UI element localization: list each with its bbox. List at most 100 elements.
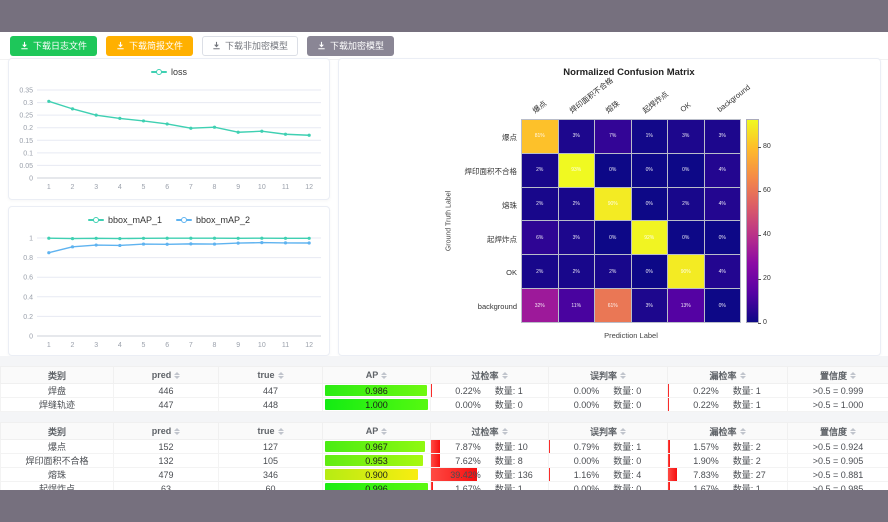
column-header-置信度[interactable]: 置信度: [787, 422, 888, 440]
legend-item-bbox_mAP_1[interactable]: bbox_mAP_1: [87, 215, 162, 225]
svg-text:7: 7: [189, 342, 193, 349]
overdetect-rate-value: 0.22% 数量: 1: [455, 385, 523, 397]
svg-text:0.8: 0.8: [23, 255, 33, 262]
cm-cell-5-0: 32%: [522, 289, 558, 322]
sort-caret-icon[interactable]: [381, 371, 388, 379]
cm-cell-1-0: 2%: [522, 153, 558, 187]
sort-caret-icon[interactable]: [277, 371, 284, 379]
sort-caret-icon[interactable]: [501, 427, 508, 435]
ap-cell: 0.967: [322, 439, 431, 454]
download-button-1[interactable]: 下载日志文件: [10, 35, 98, 56]
sort-caret-icon[interactable]: [174, 371, 181, 379]
table-row: 爆点 152 127 0.967 7.87% 数量: 10 0.79% 数量: 1 1.57% 数…: [0, 439, 888, 454]
ap-bar-track: 0.996: [325, 483, 428, 494]
table-row: 焊印面积不合格 132 105 0.953 7.62% 数量: 8 0.00% 数量: 0 1.…: [0, 453, 888, 468]
misjudge-rate-value: 0.00%数量: 0: [573, 399, 642, 411]
ap-value: 1.000: [365, 399, 388, 410]
pred-cell: 479: [113, 467, 219, 482]
column-header-pred[interactable]: pred: [113, 422, 219, 440]
column-header-类别: 类别: [0, 366, 114, 384]
miss-rate-bar: [668, 440, 670, 453]
sort-caret-icon[interactable]: [620, 371, 626, 379]
confidence-cell: >0.5 = 0.905: [787, 453, 888, 468]
svg-text:4: 4: [118, 184, 122, 191]
ap-value: 0.953: [365, 455, 388, 466]
column-header-置信度[interactable]: 置信度: [787, 366, 888, 384]
column-header-误判率[interactable]: 误判率: [548, 366, 668, 384]
misjudge-rate-cell: 0.00%数量: 0: [548, 383, 668, 398]
ap-value: 0.996: [365, 483, 388, 494]
cm-cell-0-5: 3%: [704, 120, 740, 153]
svg-text:0.1: 0.1: [23, 150, 33, 157]
column-header-pred[interactable]: pred: [113, 366, 219, 384]
column-header-true[interactable]: true: [218, 366, 323, 384]
pred-cell: 447: [113, 397, 219, 412]
svg-text:2: 2: [71, 184, 75, 191]
miss-rate-value: 7.83% 数量: 27: [693, 469, 766, 481]
cm-col-label: 爆点: [530, 98, 549, 116]
download-button-2[interactable]: 下载简报文件: [106, 35, 194, 56]
column-header-过检率[interactable]: 过检率: [430, 366, 549, 384]
download-button-4[interactable]: 下载加密模型: [307, 35, 395, 56]
cm-cell-3-3: 92%: [631, 221, 667, 255]
column-header-漏检率[interactable]: 漏检率: [667, 366, 788, 384]
legend-item-bbox_mAP_2[interactable]: bbox_mAP_2: [176, 215, 250, 225]
cm-cell-0-2: 7%: [595, 120, 631, 153]
column-header-AP[interactable]: AP: [322, 366, 431, 384]
overdetect-rate-bar: [431, 468, 478, 481]
sort-caret-icon[interactable]: [739, 371, 746, 379]
column-header-过检率[interactable]: 过检率: [430, 422, 549, 440]
cm-cell-2-1: 2%: [558, 187, 594, 221]
sort-caret-icon[interactable]: [850, 371, 856, 379]
pred-cell: 446: [113, 383, 219, 398]
column-header-true[interactable]: true: [218, 422, 323, 440]
sort-caret-icon[interactable]: [850, 427, 856, 435]
legend-item-loss[interactable]: loss: [150, 67, 187, 77]
misjudge-rate-value: 0.00%数量: 0: [573, 483, 642, 495]
map-chart-legend: bbox_mAP_1 bbox_mAP_2: [9, 207, 329, 230]
sort-caret-icon[interactable]: [381, 427, 388, 435]
download-toolbar: 下载日志文件 下载简报文件 下载非加密模型 下载加密模型: [0, 32, 888, 60]
svg-text:11: 11: [282, 184, 289, 191]
colorbar-tick: 20: [758, 274, 771, 282]
svg-text:6: 6: [165, 184, 169, 191]
column-header-误判率[interactable]: 误判率: [548, 422, 668, 440]
misjudge-rate-value: 0.00%数量: 0: [573, 455, 642, 467]
colorbar-tick: 80: [758, 143, 771, 151]
ap-value: 0.900: [365, 469, 388, 480]
sort-caret-icon[interactable]: [739, 427, 746, 435]
miss-rate-bar: [668, 482, 670, 495]
column-label: true: [257, 426, 275, 436]
sort-caret-icon[interactable]: [620, 427, 626, 435]
ap-cell: 1.000: [322, 397, 431, 412]
cm-cell-5-2: 61%: [595, 289, 631, 322]
cm-cell-3-1: 3%: [558, 221, 594, 255]
colorbar-tick: 0: [758, 318, 767, 326]
misjudge-rate-cell: 0.79% 数量: 1: [548, 439, 668, 454]
column-header-漏检率[interactable]: 漏检率: [667, 422, 788, 440]
svg-text:0.35: 0.35: [19, 88, 33, 95]
cm-cell-1-4: 0%: [668, 153, 704, 187]
sort-caret-icon[interactable]: [174, 427, 181, 435]
ap-cell: 0.953: [322, 453, 431, 468]
confusion-matrix-title: Normalized Confusion Matrix: [563, 67, 695, 78]
sort-caret-icon[interactable]: [277, 427, 284, 435]
cm-cell-3-0: 6%: [522, 221, 558, 255]
sort-caret-icon[interactable]: [501, 371, 508, 379]
cm-cell-2-0: 2%: [522, 187, 558, 221]
cm-cell-3-5: 0%: [704, 221, 740, 255]
cm-cell-0-1: 3%: [558, 120, 594, 153]
legend-line-icon: [87, 216, 104, 224]
column-header-AP[interactable]: AP: [322, 422, 431, 440]
miss-rate-bar: [668, 454, 671, 467]
cm-row-label: 爆点: [502, 133, 517, 142]
overdetect-rate-value: 39.42% 数量: 136: [450, 469, 533, 481]
window-titlebar: [0, 0, 888, 32]
overdetect-rate-cell: 7.87% 数量: 10: [430, 439, 549, 454]
svg-text:0.15: 0.15: [19, 138, 33, 145]
cm-cell-3-4: 0%: [668, 221, 704, 255]
download-button-3[interactable]: 下载非加密模型: [202, 35, 299, 56]
true-cell: 127: [218, 439, 323, 454]
cm-row-label: 焊印面积不合格: [464, 167, 518, 176]
cm-cell-4-4: 90%: [668, 255, 704, 289]
